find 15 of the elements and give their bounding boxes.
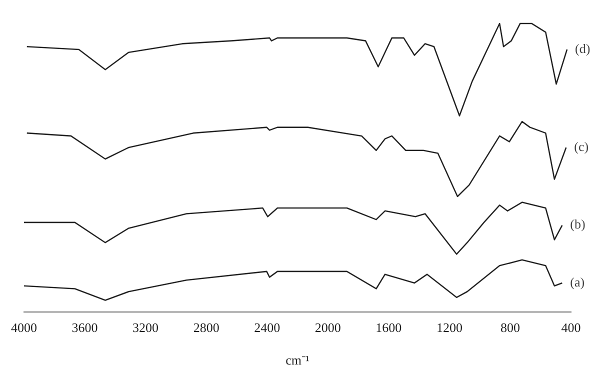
x-tick-label: 3200 [132,320,159,336]
x-axis-title: cm⁻¹ [286,352,310,368]
x-tick-label: 400 [561,320,581,336]
x-tick-label: 1200 [436,320,462,336]
x-tick-label: 4000 [11,320,37,336]
x-tick-label: 800 [500,320,520,336]
x-tick-label: 1600 [376,320,402,336]
x-tick-label: 2400 [254,320,280,336]
series-label: (b) [570,216,586,232]
x-tick-label: 2000 [314,320,341,336]
series-label: (a) [570,274,585,290]
series-label: (d) [575,40,590,56]
series-label: (c) [574,138,589,154]
x-tick-label: 2800 [193,320,220,336]
x-tick-label: 3600 [72,320,98,336]
